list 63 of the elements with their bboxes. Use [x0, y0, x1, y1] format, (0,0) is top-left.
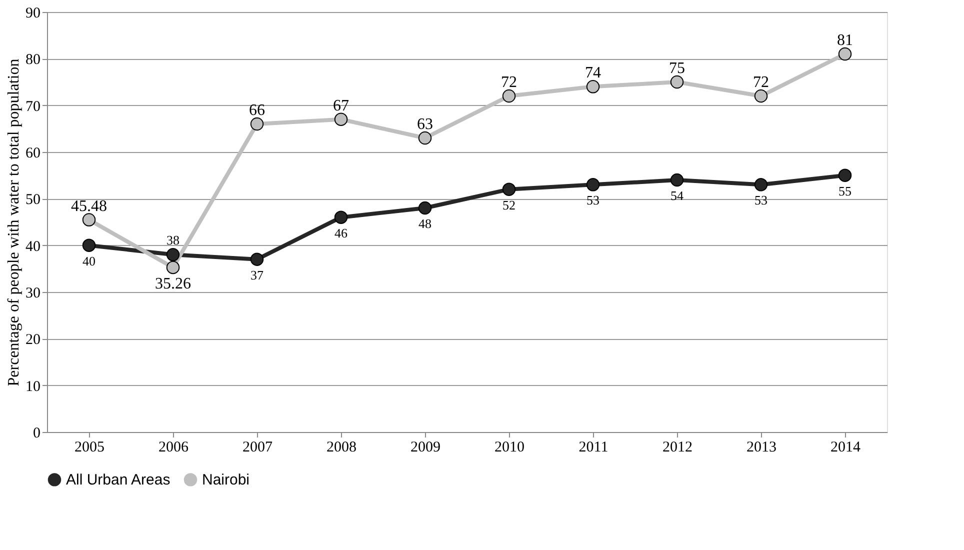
- point: [250, 252, 264, 266]
- x-tick-label: 2010: [494, 440, 524, 456]
- y-tick-label: 30: [26, 286, 40, 302]
- y-tick-label: 50: [26, 192, 40, 208]
- data-label: 74: [585, 64, 601, 82]
- data-label: 40: [82, 253, 96, 268]
- point: [586, 80, 600, 94]
- data-label: 63: [417, 116, 433, 133]
- point: [418, 201, 432, 215]
- x-tick-label: 2014: [830, 440, 861, 456]
- data-label: 53: [754, 192, 768, 208]
- data-label: 37: [250, 267, 264, 282]
- point: [754, 178, 768, 192]
- y-tick-label: 60: [26, 146, 40, 162]
- x-tick-label: 2007: [242, 440, 273, 456]
- data-label: 72: [753, 74, 769, 91]
- data-label: 54: [670, 188, 684, 203]
- point: [418, 131, 432, 145]
- point: [754, 89, 768, 103]
- data-label: 53: [586, 192, 600, 208]
- point: [586, 178, 600, 192]
- point: [82, 238, 96, 252]
- point: [838, 168, 852, 182]
- x-tick-label: 2005: [74, 440, 104, 456]
- point: [82, 213, 96, 226]
- data-label: 75: [669, 60, 685, 77]
- y-tick-label: 0: [33, 426, 40, 442]
- legend-label: Nairobi: [202, 472, 250, 489]
- y-tick-label: 20: [26, 332, 40, 348]
- point: [502, 182, 516, 196]
- data-label: 52: [502, 197, 516, 212]
- data-label: 46: [334, 225, 348, 240]
- x-tick-label: 2012: [662, 440, 692, 456]
- data-label: 45.48: [71, 198, 107, 215]
- point: [670, 173, 684, 187]
- data-label: 81: [837, 32, 853, 49]
- point: [838, 47, 852, 61]
- x-tick-label: 2013: [746, 440, 776, 456]
- y-tick-label: 80: [26, 52, 40, 68]
- y-tick-label: 10: [26, 378, 40, 395]
- data-label: 38: [166, 232, 180, 248]
- x-tick-label: 2008: [326, 440, 356, 456]
- point: [502, 89, 516, 103]
- y-axis-title: Percentage of people with water to total population: [6, 58, 22, 386]
- data-label: 66: [249, 102, 265, 119]
- point: [334, 112, 348, 126]
- point: [166, 260, 180, 274]
- y-tick-label: 70: [26, 98, 40, 115]
- point: [334, 210, 348, 224]
- legend-label: All Urban Areas: [66, 472, 170, 489]
- y-tick-label: 90: [26, 6, 40, 22]
- data-label: 55: [838, 183, 852, 198]
- data-label: 72: [501, 74, 517, 91]
- point: [250, 117, 264, 131]
- point: [670, 75, 684, 89]
- x-tick-label: 2011: [578, 440, 608, 456]
- x-tick-label: 2009: [410, 440, 440, 456]
- x-tick-label: 2006: [158, 440, 189, 456]
- data-label: 67: [333, 97, 349, 114]
- y-tick-label: 40: [26, 238, 40, 255]
- point: [166, 248, 180, 262]
- data-label: 35.26: [155, 275, 191, 292]
- data-label: 48: [418, 216, 432, 231]
